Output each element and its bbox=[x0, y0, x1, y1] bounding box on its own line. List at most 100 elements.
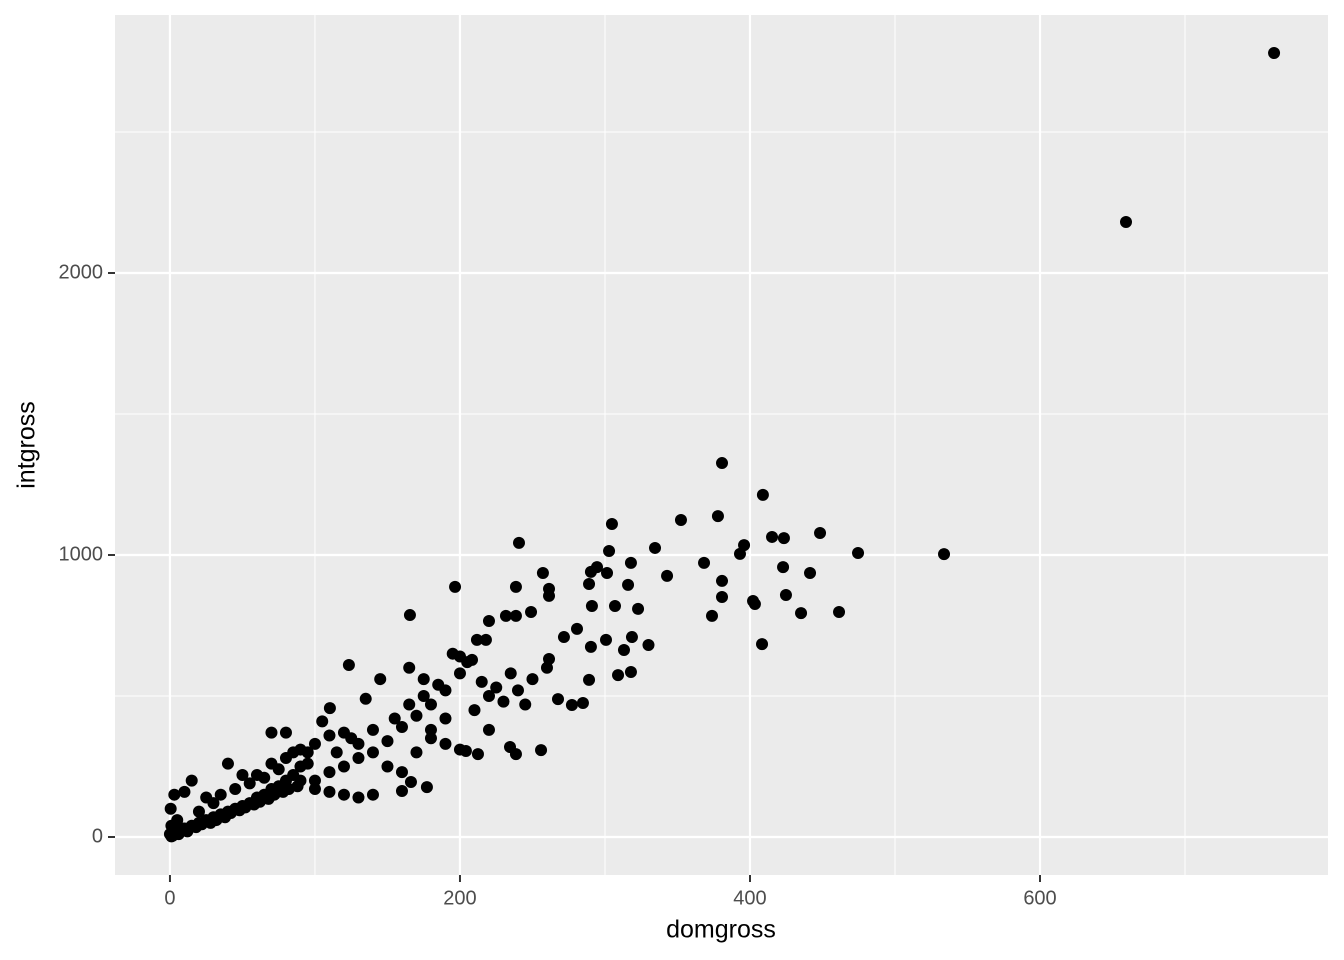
point bbox=[552, 693, 565, 706]
point bbox=[779, 589, 792, 602]
point bbox=[525, 605, 538, 618]
point bbox=[395, 785, 408, 798]
point bbox=[852, 547, 865, 560]
point bbox=[543, 582, 556, 595]
point bbox=[185, 774, 198, 787]
point bbox=[359, 692, 372, 705]
point bbox=[381, 735, 394, 748]
point bbox=[756, 638, 769, 651]
point bbox=[420, 781, 433, 794]
panel-background bbox=[115, 15, 1328, 875]
point bbox=[747, 594, 760, 607]
point bbox=[570, 622, 583, 635]
point bbox=[482, 614, 495, 627]
point bbox=[236, 768, 249, 781]
point bbox=[432, 678, 445, 691]
point bbox=[706, 609, 719, 622]
point bbox=[557, 631, 570, 644]
point bbox=[468, 704, 481, 717]
point bbox=[756, 488, 769, 501]
point bbox=[716, 457, 729, 470]
point bbox=[479, 633, 492, 646]
point bbox=[323, 729, 336, 742]
point bbox=[323, 785, 336, 798]
point bbox=[352, 791, 365, 804]
point bbox=[342, 658, 355, 671]
point bbox=[366, 723, 379, 736]
point bbox=[584, 565, 597, 578]
x-tick-label: 0 bbox=[164, 887, 175, 909]
point bbox=[777, 532, 790, 545]
point bbox=[540, 661, 553, 674]
point bbox=[272, 763, 285, 776]
point bbox=[374, 673, 387, 686]
point bbox=[612, 669, 625, 682]
point bbox=[337, 788, 350, 801]
point bbox=[178, 785, 191, 798]
y-tick-label: 2000 bbox=[59, 261, 104, 283]
point bbox=[603, 545, 616, 558]
point bbox=[424, 723, 437, 736]
point bbox=[622, 578, 635, 591]
point bbox=[439, 712, 452, 725]
point bbox=[395, 721, 408, 734]
point bbox=[265, 726, 278, 739]
point bbox=[526, 673, 539, 686]
point bbox=[482, 689, 495, 702]
point bbox=[453, 743, 466, 756]
y-tick-label: 0 bbox=[92, 825, 103, 847]
x-axis-title: domgross bbox=[666, 916, 776, 944]
point bbox=[583, 578, 596, 591]
point bbox=[164, 802, 177, 815]
point bbox=[337, 726, 350, 739]
point bbox=[512, 536, 525, 549]
point bbox=[716, 591, 729, 604]
point bbox=[404, 775, 417, 788]
point bbox=[316, 715, 329, 728]
point bbox=[395, 766, 408, 779]
point bbox=[608, 600, 621, 613]
point bbox=[308, 783, 321, 796]
point bbox=[716, 574, 729, 587]
point bbox=[632, 602, 645, 615]
point bbox=[471, 748, 484, 761]
point bbox=[535, 744, 548, 757]
point bbox=[576, 697, 589, 710]
point bbox=[403, 609, 416, 622]
point bbox=[192, 805, 205, 818]
point bbox=[795, 607, 808, 620]
point bbox=[584, 640, 597, 653]
point bbox=[424, 732, 437, 745]
x-tick-label: 400 bbox=[733, 887, 766, 909]
point bbox=[617, 644, 630, 657]
y-tick-label: 1000 bbox=[59, 543, 104, 565]
point bbox=[200, 791, 213, 804]
point bbox=[1120, 215, 1133, 228]
point bbox=[229, 783, 242, 796]
point bbox=[1268, 47, 1281, 60]
point bbox=[624, 556, 637, 569]
point bbox=[509, 609, 522, 622]
point bbox=[243, 777, 256, 790]
point bbox=[499, 609, 512, 622]
point bbox=[601, 567, 614, 580]
point bbox=[446, 647, 459, 660]
point bbox=[323, 766, 336, 779]
point bbox=[301, 757, 314, 770]
point bbox=[565, 699, 578, 712]
point bbox=[291, 780, 304, 793]
point bbox=[661, 569, 674, 582]
point bbox=[214, 788, 227, 801]
point bbox=[287, 746, 300, 759]
point bbox=[410, 709, 423, 722]
point bbox=[403, 661, 416, 674]
point bbox=[388, 712, 401, 725]
point bbox=[366, 746, 379, 759]
point bbox=[470, 633, 483, 646]
point bbox=[698, 556, 711, 569]
point bbox=[777, 561, 790, 574]
point bbox=[814, 526, 827, 539]
point bbox=[711, 510, 724, 523]
